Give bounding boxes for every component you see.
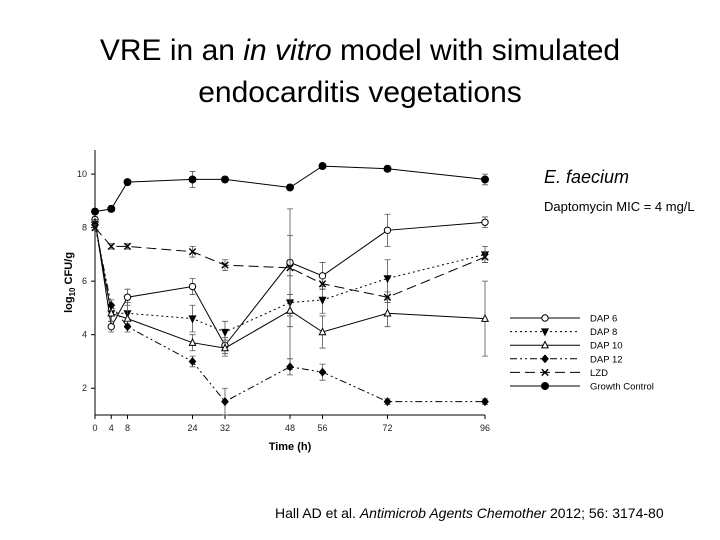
legend-item-dap-12: DAP 12: [510, 354, 623, 365]
legend-label: DAP 12: [590, 354, 623, 365]
citation-authors: Hall AD et al.: [275, 505, 360, 521]
y-tick-label: 4: [82, 330, 87, 340]
legend-marker: [541, 354, 549, 364]
data-point: [188, 337, 197, 346]
data-point: [318, 280, 327, 288]
x-tick-label: 4: [109, 423, 114, 433]
x-tick-label: 72: [382, 423, 392, 433]
data-point: [318, 296, 327, 305]
legend-marker: [540, 328, 550, 337]
title-line-1-end: model with simulated: [331, 34, 621, 67]
legend-marker: [541, 314, 549, 322]
x-axis-label: Time (h): [269, 441, 312, 453]
data-point: [91, 223, 99, 232]
data-point: [481, 253, 489, 261]
data-point: [383, 397, 392, 407]
legend-marker: [541, 382, 549, 390]
data-point: [480, 313, 490, 322]
data-point: [107, 204, 116, 213]
legend-label: DAP 6: [590, 314, 617, 325]
data-point: [383, 293, 392, 301]
series-line-dap-12: [94, 224, 485, 403]
x-tick-label: 24: [187, 423, 197, 433]
data-point: [107, 242, 115, 251]
data-point: [286, 264, 294, 272]
x-tick-label: 48: [285, 423, 295, 433]
data-point: [123, 242, 132, 251]
legend-label: DAP 8: [590, 327, 617, 338]
legend-item-growth-control: Growth Control: [510, 382, 654, 393]
legend-item-dap-8: DAP 8: [510, 327, 617, 338]
data-point: [123, 293, 132, 301]
data-point: [123, 178, 132, 187]
x-tick-label: 32: [220, 423, 230, 433]
data-point: [481, 397, 489, 407]
data-point: [107, 300, 116, 310]
organism-label: E. faecium: [544, 167, 630, 187]
legend-marker: [540, 340, 550, 349]
legend-label: LZD: [590, 368, 608, 379]
slide-title: VRE in an in vitro model with simulated …: [0, 30, 720, 114]
data-point: [383, 164, 392, 173]
data-point: [107, 308, 116, 317]
x-tick-label: 56: [317, 423, 327, 433]
y-tick-label: 8: [82, 223, 87, 233]
y-tick-label: 2: [82, 383, 87, 393]
data-point: [91, 207, 99, 216]
legend-item-lzd: LZD: [510, 368, 608, 379]
legend-label: Growth Control: [590, 382, 654, 393]
data-point: [188, 282, 197, 291]
legend-marker: [541, 368, 549, 377]
data-point: [221, 397, 229, 407]
data-point: [220, 328, 230, 337]
title-line-2: endocarditis vegetations: [198, 76, 522, 109]
x-tick-label: 96: [480, 423, 490, 433]
data-point: [383, 275, 392, 284]
data-point: [318, 367, 327, 377]
legend-label: DAP 10: [590, 341, 623, 352]
data-point: [285, 305, 295, 314]
y-tick-label: 10: [77, 169, 87, 179]
citation-journal: Antimicrob Agents Chemother: [359, 505, 547, 521]
citation: Hall AD et al. Antimicrob Agents Chemoth…: [275, 505, 664, 521]
data-point: [318, 162, 327, 171]
citation-details: 2012; 56: 3174-80: [546, 505, 664, 521]
data-point: [481, 175, 489, 184]
data-point: [481, 218, 489, 226]
series-dap-10: [90, 217, 490, 357]
data-point: [286, 183, 294, 192]
data-point: [220, 343, 230, 352]
data-point: [188, 248, 197, 256]
legend-item-dap-6: DAP 6: [510, 314, 617, 325]
x-tick-label: 0: [92, 423, 97, 433]
data-point: [188, 357, 197, 366]
data-point: [188, 175, 197, 184]
data-point: [107, 322, 115, 331]
series-growth-control: [91, 162, 489, 216]
data-point: [221, 175, 229, 184]
x-tick-label: 8: [125, 423, 130, 433]
data-point: [318, 327, 327, 336]
mic-note: Daptomycin MIC = 4 mg/L: [544, 199, 695, 214]
series-lzd: [91, 223, 489, 303]
data-point: [123, 322, 132, 332]
y-tick-label: 6: [82, 276, 87, 286]
data-point: [318, 272, 327, 280]
title-line-1-start: VRE in an: [99, 34, 244, 67]
legend-item-dap-10: DAP 10: [510, 340, 623, 352]
data-point: [383, 226, 392, 235]
data-point: [286, 362, 294, 372]
data-point: [188, 315, 197, 324]
title-line-1-italic: in vitro: [243, 34, 332, 67]
data-point: [383, 308, 392, 317]
data-point: [221, 261, 229, 269]
y-axis-label: log10 CFU/g: [63, 252, 77, 313]
title-line-1: VRE in an in vitro model with simulated: [0, 30, 720, 72]
